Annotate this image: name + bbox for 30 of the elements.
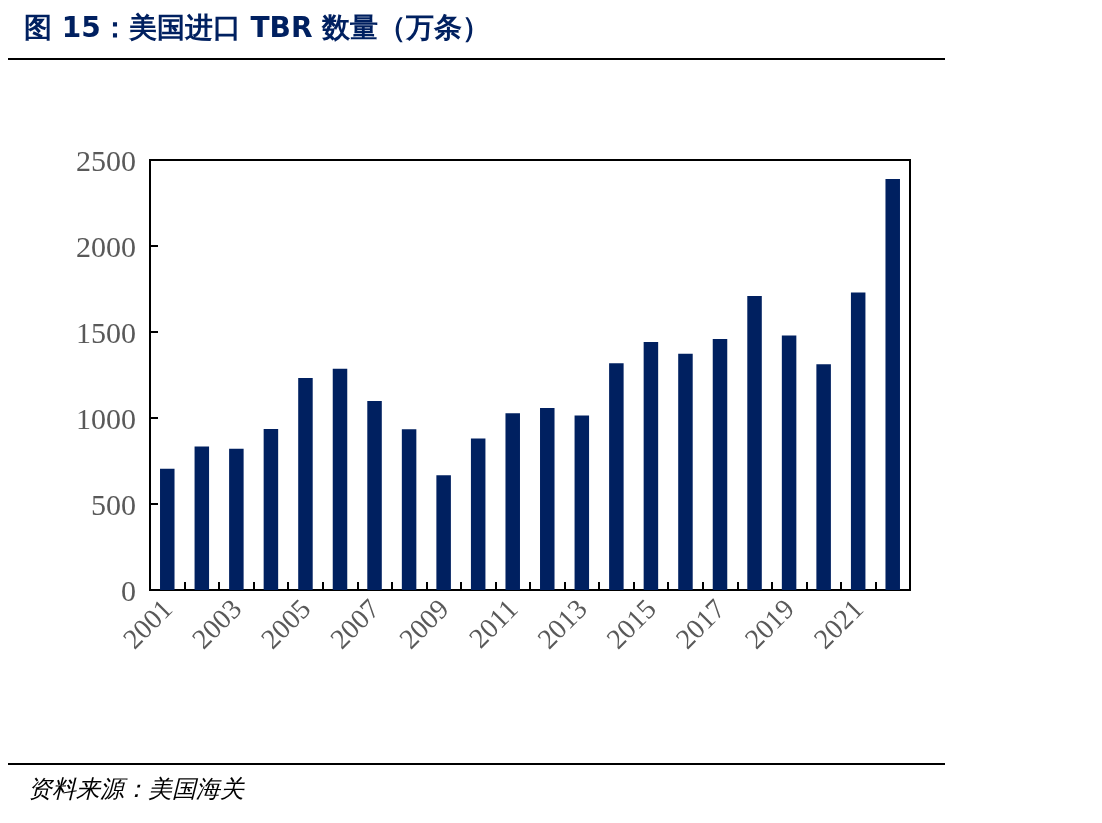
bar bbox=[505, 413, 520, 590]
bar bbox=[263, 429, 279, 590]
bar bbox=[332, 368, 348, 590]
y-tick-label: 500 bbox=[91, 487, 136, 521]
text: 资料来源：美国海关 bbox=[28, 774, 246, 805]
bar bbox=[609, 363, 624, 590]
bar bbox=[816, 364, 831, 590]
bar bbox=[470, 438, 486, 590]
bar bbox=[643, 341, 659, 590]
bar bbox=[678, 353, 693, 590]
bar bbox=[401, 429, 417, 590]
bar bbox=[367, 400, 382, 590]
bar bbox=[850, 292, 866, 590]
bar bbox=[229, 448, 244, 590]
chart-title: 图 15：美国进口 TBR 数量（万条） bbox=[8, 8, 945, 60]
bar bbox=[712, 339, 728, 590]
bar bbox=[436, 475, 451, 590]
bar bbox=[298, 377, 313, 590]
y-tick-label: 0 bbox=[121, 573, 136, 607]
bar bbox=[781, 335, 797, 590]
bar bbox=[885, 179, 900, 590]
bar bbox=[194, 446, 210, 590]
bar bbox=[747, 295, 762, 590]
bar bbox=[574, 415, 590, 590]
y-tick-label: 1000 bbox=[76, 401, 136, 435]
y-tick-label: 1500 bbox=[76, 315, 136, 349]
y-tick-label: 2000 bbox=[76, 229, 136, 263]
bar bbox=[160, 468, 175, 590]
bar bbox=[540, 408, 555, 590]
y-tick-label: 2500 bbox=[76, 143, 136, 177]
